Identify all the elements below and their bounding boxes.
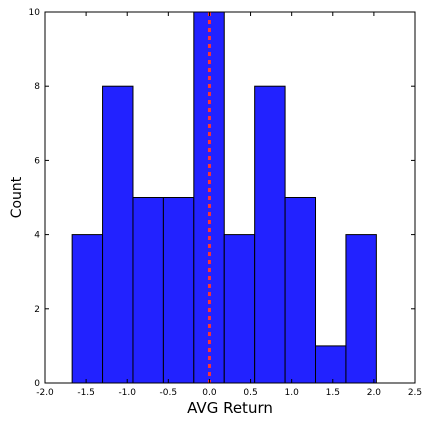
x-tick-label: 2.0	[367, 388, 382, 398]
histogram-bar-2	[102, 85, 134, 384]
x-tick-label: -0.5	[160, 388, 178, 398]
y-tick-label: 0	[34, 379, 40, 389]
x-axis: -2.0 -1.5 -1.0 -0.5 0.0 0.5 1.0 1.5 2.0 2.5	[36, 12, 422, 398]
y-tick-label: 2	[34, 305, 40, 315]
x-tick-label: -2.0	[36, 388, 54, 398]
histogram-bar-6	[223, 234, 256, 384]
histogram-bar-9	[315, 345, 347, 384]
y-tick-label: 10	[29, 8, 41, 18]
y-axis-title: Count	[9, 176, 25, 218]
x-tick-label: 1.0	[285, 388, 300, 398]
histogram-bar-3	[132, 197, 164, 384]
plot-frame	[44, 11, 416, 384]
y-axis: 0 2 4 6 8 10	[29, 8, 415, 389]
x-tick-label: 2.5	[408, 388, 422, 398]
x-tick-label: 1.5	[326, 388, 340, 398]
x-tick-label: 0.5	[243, 388, 257, 398]
y-tick-label: 8	[34, 82, 40, 92]
histogram-bar-7	[254, 85, 286, 384]
histogram-bar-8	[284, 197, 317, 384]
histogram-bar-4	[162, 197, 195, 384]
histogram-bar-1	[71, 234, 104, 384]
y-tick-label: 6	[34, 156, 40, 166]
x-tick-label: -1.0	[118, 388, 136, 398]
y-tick-label: 4	[34, 231, 40, 241]
x-tick-label: 0.0	[202, 388, 217, 398]
bars-group	[71, 11, 377, 384]
histogram-bar-10	[345, 234, 377, 384]
x-tick-label: -1.5	[77, 388, 95, 398]
x-axis-title: AVG Return	[187, 399, 273, 417]
